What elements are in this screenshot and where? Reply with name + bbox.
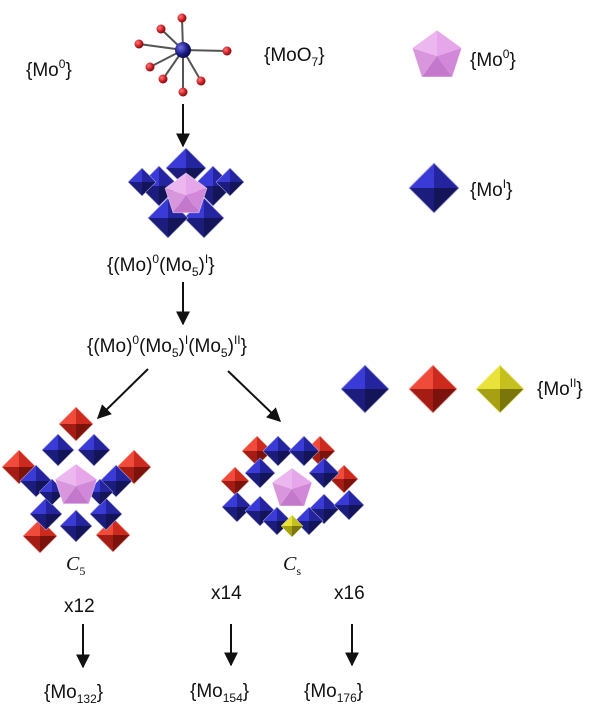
- oxygen-atom: [177, 13, 187, 23]
- legend-blue-octahedron-icon: [408, 162, 460, 214]
- oxygen-atom: [145, 62, 155, 72]
- label-mo176: {Mo176}: [304, 681, 363, 705]
- molybdenum-atom: [175, 42, 191, 58]
- label-x16: x16: [334, 583, 365, 604]
- label-mo0-left: {Mo0}: [26, 57, 72, 81]
- arrow-branch-left: [97, 368, 149, 419]
- label-stage2: {(Mo)0(Mo5)I(Mo5)II}: [87, 333, 247, 360]
- oxygen-atom: [134, 39, 144, 49]
- label-stage1: {(Mo)0(Mo5)I}: [107, 252, 215, 279]
- pentagonal-unit-mo6: [127, 147, 245, 239]
- label-cs-symmetry: Cs: [283, 553, 301, 578]
- oxygen-atom: [158, 74, 168, 84]
- legend-mo1-label: {MoI}: [470, 177, 512, 201]
- label-c5-symmetry: C5: [66, 553, 85, 578]
- moo7-ball-and-stick: [134, 13, 232, 97]
- legend-yellow-octahedron-icon: [475, 364, 525, 414]
- oxygen-atom: [222, 46, 232, 56]
- label-x12: x12: [64, 596, 95, 617]
- label-x14: x14: [211, 583, 242, 604]
- label-moo7: {MoO7}: [264, 45, 325, 69]
- oxygen-atom: [196, 76, 206, 86]
- oxygen-atom: [178, 87, 188, 97]
- arrow-branch-right: [227, 370, 282, 422]
- legend-pink-pentagon-icon: [411, 29, 463, 78]
- legend-mo2-label: {MoII}: [537, 376, 583, 400]
- label-mo132: {Mo132}: [44, 682, 103, 706]
- oxygen-atom: [156, 24, 166, 34]
- legend-mo0-label: {Mo0}: [470, 47, 516, 71]
- c5-cluster: [1, 406, 152, 554]
- legend-blue-octahedron-icon: [340, 364, 390, 414]
- label-mo154: {Mo154}: [190, 681, 249, 705]
- legend-red-octahedron-icon: [408, 364, 458, 414]
- cs-cluster: [220, 435, 365, 538]
